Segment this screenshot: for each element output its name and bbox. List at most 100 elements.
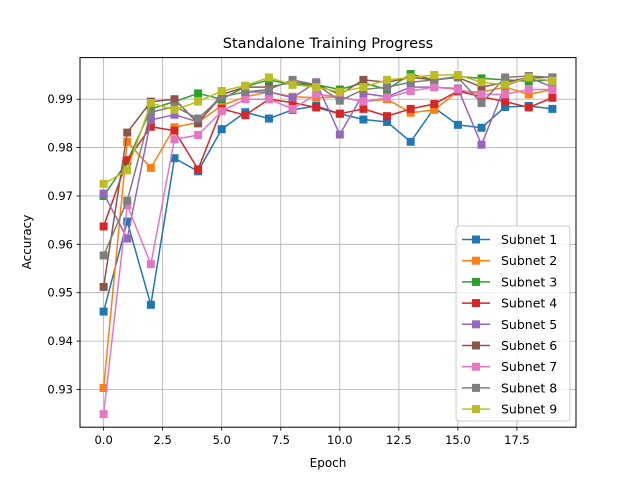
legend-swatch-marker	[472, 362, 480, 371]
series-subnet-8-point	[241, 87, 250, 96]
legend-label: Subnet 6	[501, 338, 557, 353]
series-subnet-9	[99, 71, 557, 188]
series-subnet-9-point	[99, 179, 108, 188]
x-axis-label: Epoch	[310, 456, 347, 470]
series-subnet-7-point	[312, 90, 321, 99]
series-subnet-1-point	[359, 115, 368, 124]
series-subnet-7-point	[501, 90, 510, 99]
series-subnet-1-point	[501, 102, 510, 111]
series-subnet-1-point	[146, 300, 155, 309]
series-subnet-4-point	[146, 122, 155, 131]
series-subnet-4-point	[241, 111, 250, 120]
plot-frame	[79, 57, 577, 428]
y-tick-label: 0.93	[47, 382, 73, 396]
x-tick-label: 12.5	[386, 433, 412, 447]
series-subnet-6-point	[194, 119, 203, 128]
series-subnet-6-point	[170, 95, 179, 104]
legend-entry-series-subnet-4: Subnet 4	[462, 296, 557, 311]
series-subnet-1-point	[99, 307, 108, 316]
series-subnet-2-point	[99, 384, 108, 393]
series-subnet-8-point	[406, 78, 415, 87]
series-subnet-2-point	[146, 163, 155, 172]
series-subnet-4-point	[359, 104, 368, 113]
series-subnet-4-point	[501, 97, 510, 106]
series-subnet-2-point	[123, 137, 132, 146]
series-subnet-6-point	[123, 128, 132, 137]
series-subnet-9-point	[524, 73, 533, 82]
legend-entry-series-subnet-1: Subnet 1	[462, 232, 557, 247]
series-subnet-9-point	[217, 86, 226, 95]
series-subnet-7-point	[99, 410, 108, 419]
series-subnet-9-point	[264, 73, 273, 82]
y-tick-label: 0.99	[47, 92, 73, 106]
series-subnet-7-point	[406, 86, 415, 95]
legend-swatch-marker	[472, 277, 480, 286]
series-subnet-4-point	[99, 222, 108, 231]
series-subnet-7-point	[288, 104, 297, 113]
series-subnet-9-point	[288, 80, 297, 89]
legend: Subnet 1 Subnet 2 Subnet 3 Subnet 4 Subnet 5…	[455, 225, 571, 422]
y-tick-label: 0.98	[47, 141, 73, 155]
series-subnet-5-point	[99, 189, 108, 198]
legend-swatch-marker	[472, 299, 480, 308]
legend-label: Subnet 2	[501, 253, 557, 268]
series-subnet-7-point	[548, 85, 557, 94]
series-subnet-9-point	[430, 71, 439, 80]
series-subnet-9-point	[548, 76, 557, 85]
axis-ticks: 0.0 2.5 5.0 7.5 10.0 12.5 15.0 17.5 0.93 0.94 0.95…	[47, 92, 529, 447]
series-subnet-2-point	[524, 90, 533, 99]
series-subnet-9-point	[312, 83, 321, 92]
series-subnet-8-point	[335, 96, 344, 105]
legend-entry-series-subnet-6: Subnet 6	[462, 338, 557, 353]
series-subnet-1-point	[548, 104, 557, 113]
legend-swatch-marker	[472, 235, 480, 244]
legend-swatch-marker	[472, 341, 480, 350]
series-subnet-8-point	[383, 83, 392, 92]
series-subnet-8-point	[288, 75, 297, 84]
series-subnet-4-point	[123, 156, 132, 165]
series-subnet-4-point	[548, 93, 557, 102]
series-subnet-8-point	[217, 92, 226, 101]
series-subnet-1-point	[383, 117, 392, 126]
series-subnet-4-point	[288, 98, 297, 107]
legend-label: Subnet 3	[501, 274, 557, 289]
series-subnet-7-point	[146, 260, 155, 269]
series-subnet-9-point	[123, 166, 132, 175]
series-subnet-1-point	[477, 123, 486, 132]
legend-label: Subnet 9	[501, 402, 557, 417]
legend-label: Subnet 8	[501, 380, 557, 395]
y-tick-label: 0.96	[47, 237, 73, 251]
series-subnet-7-point	[241, 95, 250, 104]
legend-label: Subnet 7	[501, 359, 557, 374]
legend-box	[455, 225, 571, 422]
x-tick-label: 5.0	[213, 433, 231, 447]
series-subnet-5-point	[288, 93, 297, 102]
series-layer	[99, 70, 557, 419]
y-tick-label: 0.94	[47, 334, 73, 348]
legend-entry-series-subnet-8: Subnet 8	[462, 380, 557, 395]
legend-swatch-marker	[472, 320, 480, 329]
series-subnet-8-point	[146, 108, 155, 117]
series-subnet-4-point	[170, 126, 179, 135]
series-subnet-1-point	[170, 154, 179, 163]
series-subnet-9-point	[453, 71, 462, 80]
legend-entry-series-subnet-7: Subnet 7	[462, 359, 557, 374]
series-subnet-5-point	[170, 110, 179, 119]
x-tick-label: 15.0	[445, 433, 471, 447]
series-subnet-5-point	[335, 130, 344, 139]
series-subnet-9-point	[501, 80, 510, 89]
series-subnet-1-point	[217, 125, 226, 134]
series-subnet-3-point	[194, 89, 203, 98]
x-tick-label: 7.5	[272, 433, 290, 447]
legend-entry-series-subnet-2: Subnet 2	[462, 253, 557, 268]
series-subnet-4-point	[312, 103, 321, 112]
series-subnet-4-point	[430, 100, 439, 109]
series-subnet-5-point	[123, 234, 132, 243]
series-subnet-6-point	[359, 75, 368, 84]
series-subnet-8-point	[501, 73, 510, 82]
series-subnet-7-point	[477, 90, 486, 99]
series-subnet-8-point	[430, 75, 439, 84]
series-subnet-2-point	[430, 105, 439, 114]
series-subnet-9-point	[146, 99, 155, 108]
series-subnet-1-point	[406, 137, 415, 146]
